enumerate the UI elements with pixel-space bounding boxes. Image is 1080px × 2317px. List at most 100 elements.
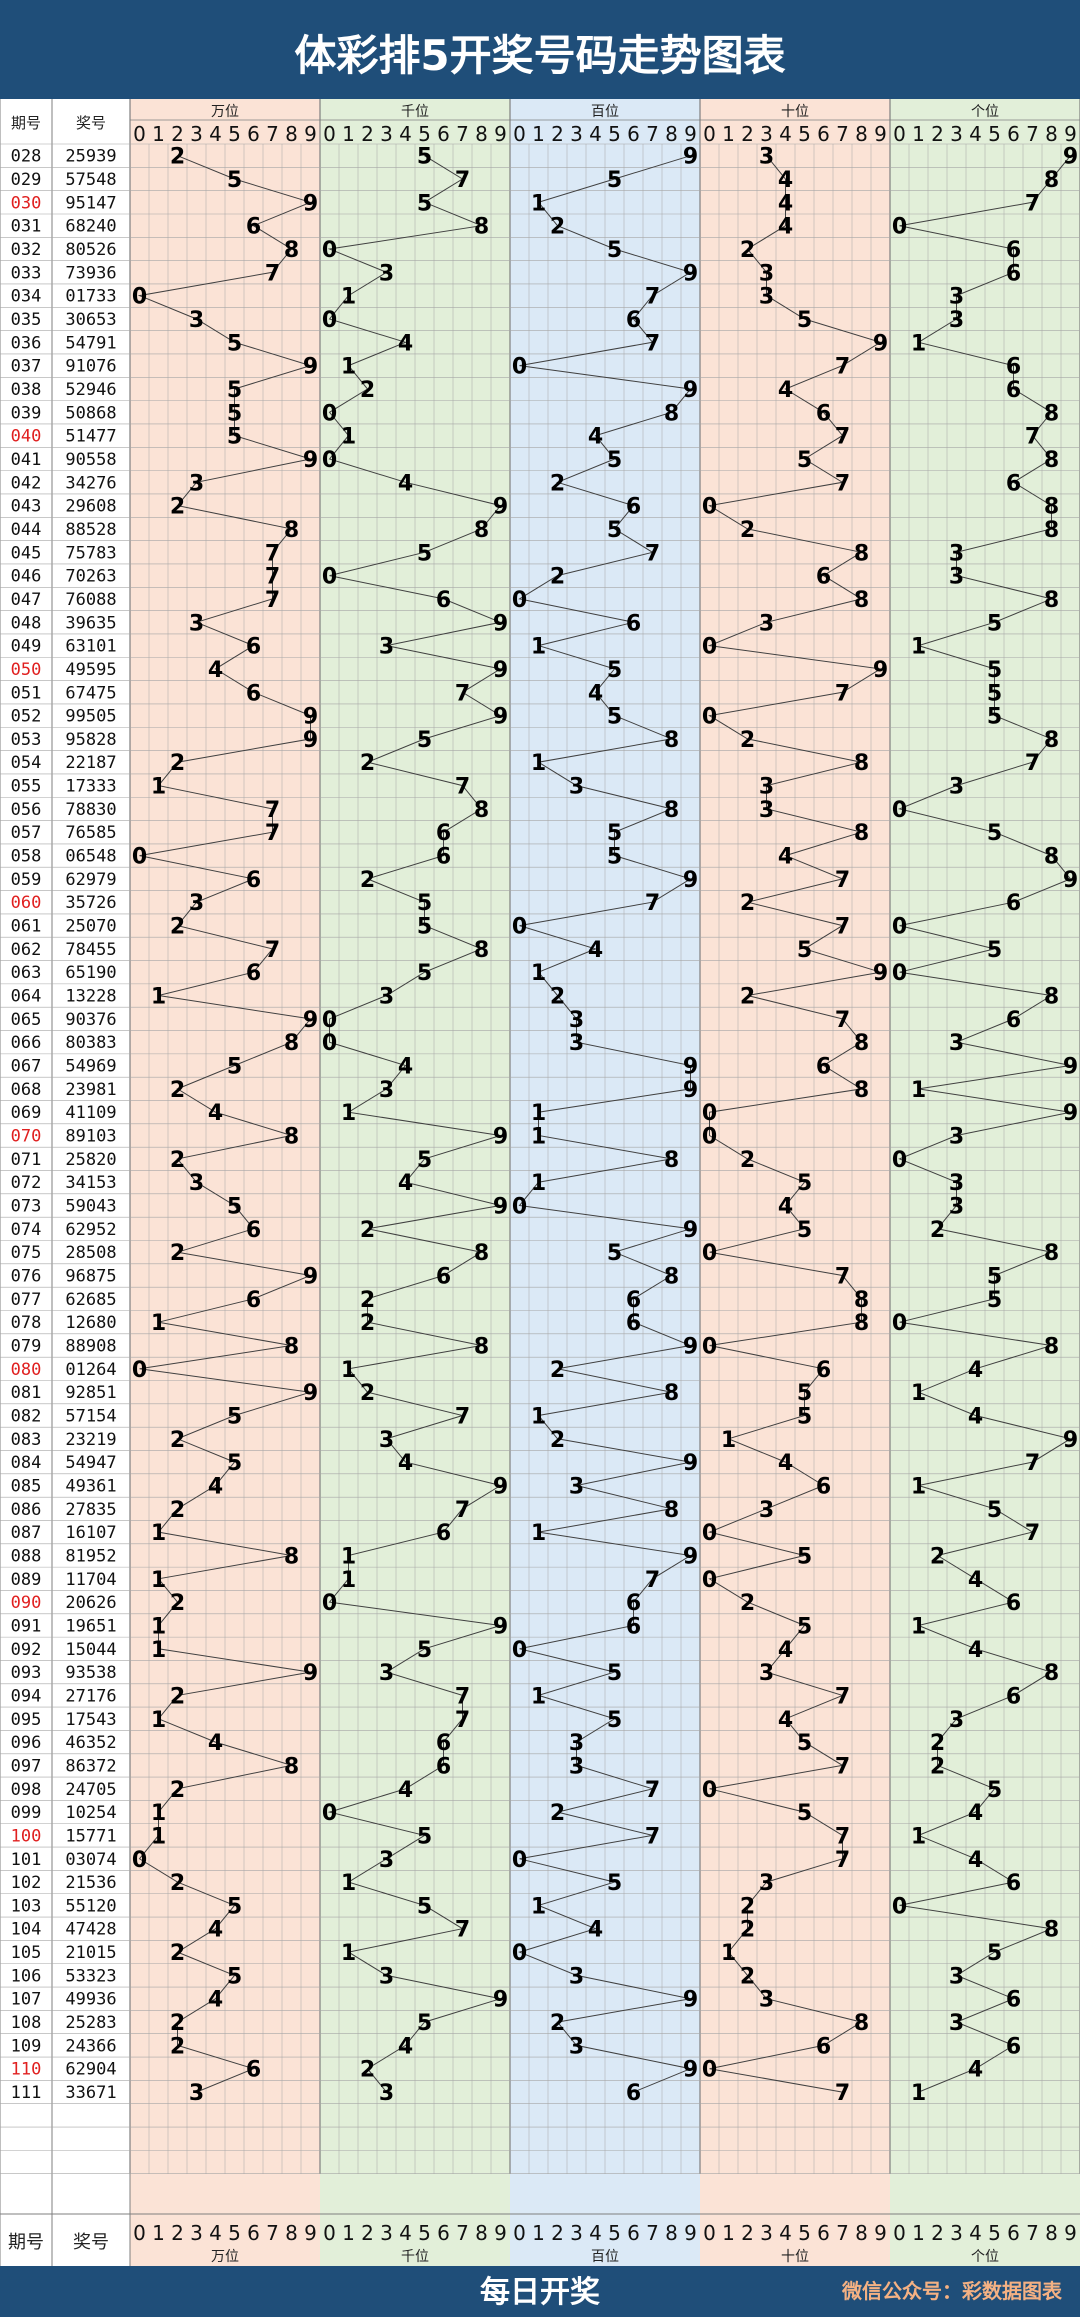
period-cell: 056 bbox=[11, 800, 42, 820]
digit-mark: 0 bbox=[512, 355, 527, 380]
digit-header-4-2: 2 bbox=[931, 122, 944, 146]
digit-mark: 9 bbox=[303, 705, 318, 730]
digit-header-4-9: 9 bbox=[1064, 122, 1077, 146]
period-cell: 086 bbox=[11, 1500, 42, 1520]
period-cell: 108 bbox=[11, 2013, 42, 2033]
digit-mark: 5 bbox=[607, 168, 622, 193]
number-cell: 29608 bbox=[65, 497, 116, 517]
number-cell: 76585 bbox=[65, 823, 116, 843]
title-bar bbox=[0, 0, 1080, 99]
period-cell: 052 bbox=[11, 707, 42, 727]
digit-mark: 8 bbox=[284, 238, 299, 263]
digit-mark: 5 bbox=[797, 1731, 812, 1756]
digit-mark: 3 bbox=[949, 1708, 964, 1733]
digit-mark: 0 bbox=[322, 1008, 337, 1033]
digit-mark: 6 bbox=[626, 2081, 641, 2106]
digit-mark: 4 bbox=[968, 2058, 983, 2083]
digit-mark: 1 bbox=[151, 1311, 166, 1336]
bottom-digit-2-6: 6 bbox=[627, 2221, 640, 2245]
period-cell: 040 bbox=[11, 427, 42, 447]
digit-mark: 8 bbox=[1044, 985, 1059, 1010]
digit-mark: 0 bbox=[702, 1101, 717, 1126]
digit-mark: 6 bbox=[436, 588, 451, 613]
digit-mark: 4 bbox=[968, 1358, 983, 1383]
period-cell: 092 bbox=[11, 1640, 42, 1660]
digit-mark: 8 bbox=[854, 588, 869, 613]
zone-header-0: 万位 bbox=[211, 104, 239, 120]
digit-mark: 9 bbox=[493, 1125, 508, 1150]
digit-mark: 9 bbox=[493, 495, 508, 520]
bottom-digit-2-4: 4 bbox=[589, 2221, 602, 2245]
digit-mark: 8 bbox=[854, 751, 869, 776]
digit-mark: 5 bbox=[607, 1708, 622, 1733]
number-cell: 33671 bbox=[65, 2083, 116, 2103]
digit-mark: 9 bbox=[493, 1195, 508, 1220]
bottom-digit-3-1: 1 bbox=[722, 2221, 735, 2245]
digit-mark: 1 bbox=[341, 425, 356, 450]
digit-header-2-4: 4 bbox=[589, 122, 602, 146]
digit-mark: 1 bbox=[911, 1824, 926, 1849]
bottom-zone-4: 个位 bbox=[971, 2249, 999, 2265]
period-cell: 106 bbox=[11, 1966, 42, 1986]
bottom-digit-1-6: 6 bbox=[437, 2221, 450, 2245]
digit-mark: 3 bbox=[189, 308, 204, 333]
number-cell: 95147 bbox=[65, 193, 116, 213]
number-cell: 15044 bbox=[65, 1640, 116, 1660]
digit-mark: 7 bbox=[645, 331, 660, 356]
digit-mark: 7 bbox=[835, 681, 850, 706]
digit-mark: 3 bbox=[949, 308, 964, 333]
digit-mark: 3 bbox=[759, 775, 774, 800]
digit-mark: 3 bbox=[949, 565, 964, 590]
digit-header-4-8: 8 bbox=[1045, 122, 1058, 146]
digit-mark: 0 bbox=[132, 285, 147, 310]
digit-header-0-4: 4 bbox=[209, 122, 222, 146]
digit-mark: 7 bbox=[455, 168, 470, 193]
bottom-period-header: 期号 bbox=[8, 2232, 44, 2253]
digit-mark: 8 bbox=[1044, 448, 1059, 473]
period-cell: 094 bbox=[11, 1686, 42, 1706]
digit-mark: 5 bbox=[797, 1381, 812, 1406]
digit-mark: 2 bbox=[170, 751, 185, 776]
bottom-digit-3-6: 6 bbox=[817, 2221, 830, 2245]
digit-mark: 1 bbox=[911, 1381, 926, 1406]
bottom-digit-4-8: 8 bbox=[1045, 2221, 1058, 2245]
number-cell: 68240 bbox=[65, 217, 116, 237]
bottom-digit-4-1: 1 bbox=[912, 2221, 925, 2245]
bottom-digit-0-3: 3 bbox=[190, 2221, 203, 2245]
digit-mark: 5 bbox=[987, 821, 1002, 846]
digit-mark: 4 bbox=[968, 1638, 983, 1663]
digit-mark: 0 bbox=[702, 635, 717, 660]
period-cell: 054 bbox=[11, 753, 42, 773]
trend-line-1 bbox=[327, 155, 503, 2093]
number-cell: 62685 bbox=[65, 1290, 116, 1310]
digit-mark: 4 bbox=[588, 1918, 603, 1943]
period-cell: 057 bbox=[11, 823, 42, 843]
period-cell: 077 bbox=[11, 1290, 42, 1310]
period-cell: 093 bbox=[11, 1663, 42, 1683]
period-cell: 047 bbox=[11, 590, 42, 610]
bottom-digit-2-0: 0 bbox=[513, 2221, 526, 2245]
digit-mark: 8 bbox=[1044, 495, 1059, 520]
digit-mark: 1 bbox=[151, 1614, 166, 1639]
bottom-digit-2-1: 1 bbox=[532, 2221, 545, 2245]
digit-header-1-0: 0 bbox=[323, 122, 336, 146]
digit-mark: 0 bbox=[512, 1195, 527, 1220]
digit-mark: 4 bbox=[968, 1848, 983, 1873]
bottom-zone-0: 万位 bbox=[211, 2249, 239, 2265]
digit-mark: 5 bbox=[417, 145, 432, 170]
digit-mark: 5 bbox=[607, 845, 622, 870]
digit-mark: 3 bbox=[189, 2081, 204, 2106]
digit-mark: 4 bbox=[208, 1474, 223, 1499]
digit-mark: 5 bbox=[417, 1638, 432, 1663]
period-cell: 090 bbox=[11, 1593, 42, 1613]
number-cell: 06548 bbox=[65, 847, 116, 867]
digit-header-0-5: 5 bbox=[228, 122, 241, 146]
digit-mark: 4 bbox=[968, 1404, 983, 1429]
digit-header-0-8: 8 bbox=[285, 122, 298, 146]
digit-mark: 5 bbox=[227, 168, 242, 193]
period-cell: 079 bbox=[11, 1336, 42, 1356]
number-cell: 86372 bbox=[65, 1756, 116, 1776]
digit-mark: 2 bbox=[740, 1591, 755, 1616]
period-cell: 098 bbox=[11, 1780, 42, 1800]
